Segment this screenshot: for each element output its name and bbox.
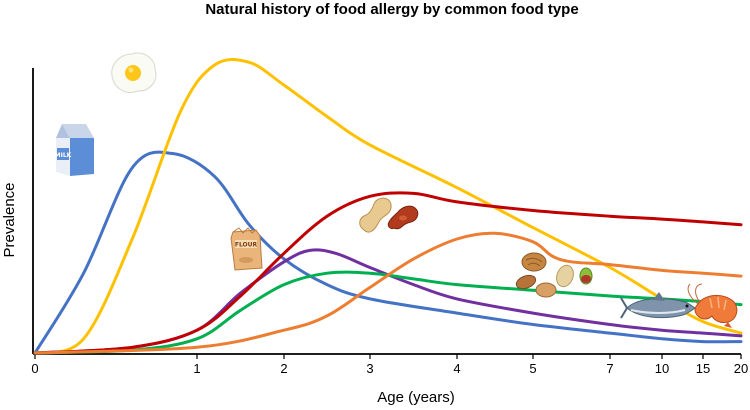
series-lines — [33, 57, 743, 355]
x-tick-label: 4 — [453, 361, 460, 376]
x-tick-label: 0 — [31, 361, 38, 376]
chart-title: Natural history of food allergy by commo… — [205, 1, 578, 18]
milk-carton-label: MILK — [55, 152, 72, 159]
x-axis-label: Age (years) — [377, 389, 455, 406]
x-tick-label: 1 — [193, 361, 200, 376]
series-line-milk — [33, 150, 743, 355]
x-tick-label: 10 — [655, 361, 669, 376]
y-axis-label: Prevalence — [1, 182, 18, 257]
fried-egg-icon — [111, 52, 157, 93]
x-tick-label: 20 — [734, 361, 748, 376]
x-tick-label: 2 — [280, 361, 287, 376]
x-tick-label: 5 — [529, 361, 536, 376]
series-line-egg — [33, 57, 743, 355]
flour-bag-icon: FLOUR — [230, 227, 263, 271]
flour-bag-label: FLOUR — [235, 242, 258, 249]
x-axis-ticks: 0 1 2 3 4 5 7 10 15 20 — [31, 354, 748, 376]
series-line-tree-nut — [33, 231, 743, 355]
x-tick-label: 7 — [606, 361, 613, 376]
shrimp-icon — [687, 283, 738, 328]
x-tick-label: 15 — [696, 361, 710, 376]
series-line-peanut — [33, 191, 743, 355]
tree-nuts-icon — [515, 252, 593, 298]
x-tick-label: 3 — [366, 361, 373, 376]
milk-carton-icon: MILK — [55, 124, 94, 176]
peanut-icon — [359, 197, 419, 233]
